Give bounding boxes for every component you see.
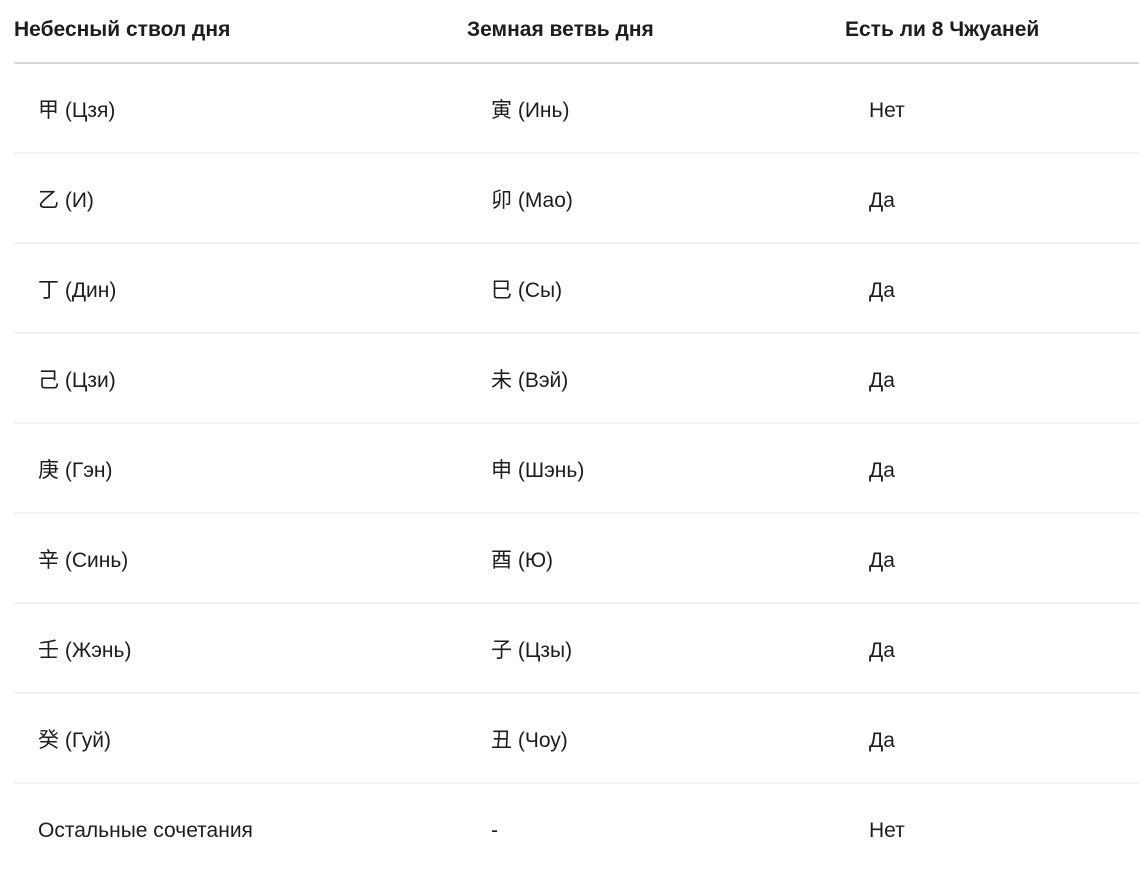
eight-zhuan-cell: Да [845, 153, 1139, 244]
column-header-eight-zhuan: Есть ли 8 Чжуаней [845, 0, 1139, 64]
table-row: 癸 (Гуй) 丑 (Чоу) Да [14, 693, 1139, 784]
earthly-branch-cell: 卯 (Мао) [467, 153, 845, 244]
column-header-heavenly-stem: Небесный ствол дня [14, 0, 467, 64]
earthly-branch-cell: 未 (Вэй) [467, 333, 845, 424]
eight-zhuan-cell: Да [845, 603, 1139, 694]
earthly-branch-cell: - [491, 819, 498, 842]
eight-zhuan-table-section: Небесный ствол дня Земная ветвь дня Есть… [14, 0, 1139, 896]
eight-zhuan-cell: Нет [869, 819, 905, 842]
eight-zhuan-cell: Да [845, 333, 1139, 424]
table-row: 丁 (Дин) 巳 (Сы) Да [14, 243, 1139, 334]
eight-zhuan-table: Небесный ствол дня Земная ветвь дня Есть… [14, 0, 1139, 896]
table-header-row: Небесный ствол дня Земная ветвь дня Есть… [14, 0, 1139, 64]
heavenly-stem-cell: 壬 (Жэнь) [14, 603, 467, 694]
table-row: Остальные сочетания - Нет [14, 783, 1139, 896]
table-row: 辛 (Синь) 酉 (Ю) Да [14, 513, 1139, 604]
table-body: 甲 (Цзя) 寅 (Инь) Нет 乙 (И) 卯 (Мао) Да 丁 (… [14, 63, 1139, 896]
table-row: 己 (Цзи) 未 (Вэй) Да [14, 333, 1139, 424]
heavenly-stem-cell: Остальные сочетания [38, 819, 253, 842]
earthly-branch-cell: 子 (Цзы) [467, 603, 845, 694]
heavenly-stem-cell: 庚 (Гэн) [14, 423, 467, 514]
earthly-branch-cell: 丑 (Чоу) [467, 693, 845, 784]
earthly-branch-cell: 巳 (Сы) [467, 243, 845, 334]
earthly-branch-cell: 申 (Шэнь) [467, 423, 845, 514]
earthly-branch-cell: 寅 (Инь) [467, 63, 845, 154]
heavenly-stem-cell: 乙 (И) [14, 153, 467, 244]
earthly-branch-cell: 酉 (Ю) [467, 513, 845, 604]
heavenly-stem-cell: 甲 (Цзя) [14, 63, 467, 154]
eight-zhuan-cell: Нет [845, 63, 1139, 154]
eight-zhuan-cell: Да [845, 513, 1139, 604]
eight-zhuan-cell: Да [845, 243, 1139, 334]
column-header-earthly-branch: Земная ветвь дня [467, 0, 845, 64]
table-row: 壬 (Жэнь) 子 (Цзы) Да [14, 603, 1139, 694]
heavenly-stem-cell: 丁 (Дин) [14, 243, 467, 334]
table-row: 甲 (Цзя) 寅 (Инь) Нет [14, 63, 1139, 154]
heavenly-stem-cell: 癸 (Гуй) [14, 693, 467, 784]
eight-zhuan-cell: Да [845, 693, 1139, 784]
eight-zhuan-cell: Да [845, 423, 1139, 514]
heavenly-stem-cell: 己 (Цзи) [14, 333, 467, 424]
table-row: 庚 (Гэн) 申 (Шэнь) Да [14, 423, 1139, 514]
heavenly-stem-cell: 辛 (Синь) [14, 513, 467, 604]
table-row: 乙 (И) 卯 (Мао) Да [14, 153, 1139, 244]
